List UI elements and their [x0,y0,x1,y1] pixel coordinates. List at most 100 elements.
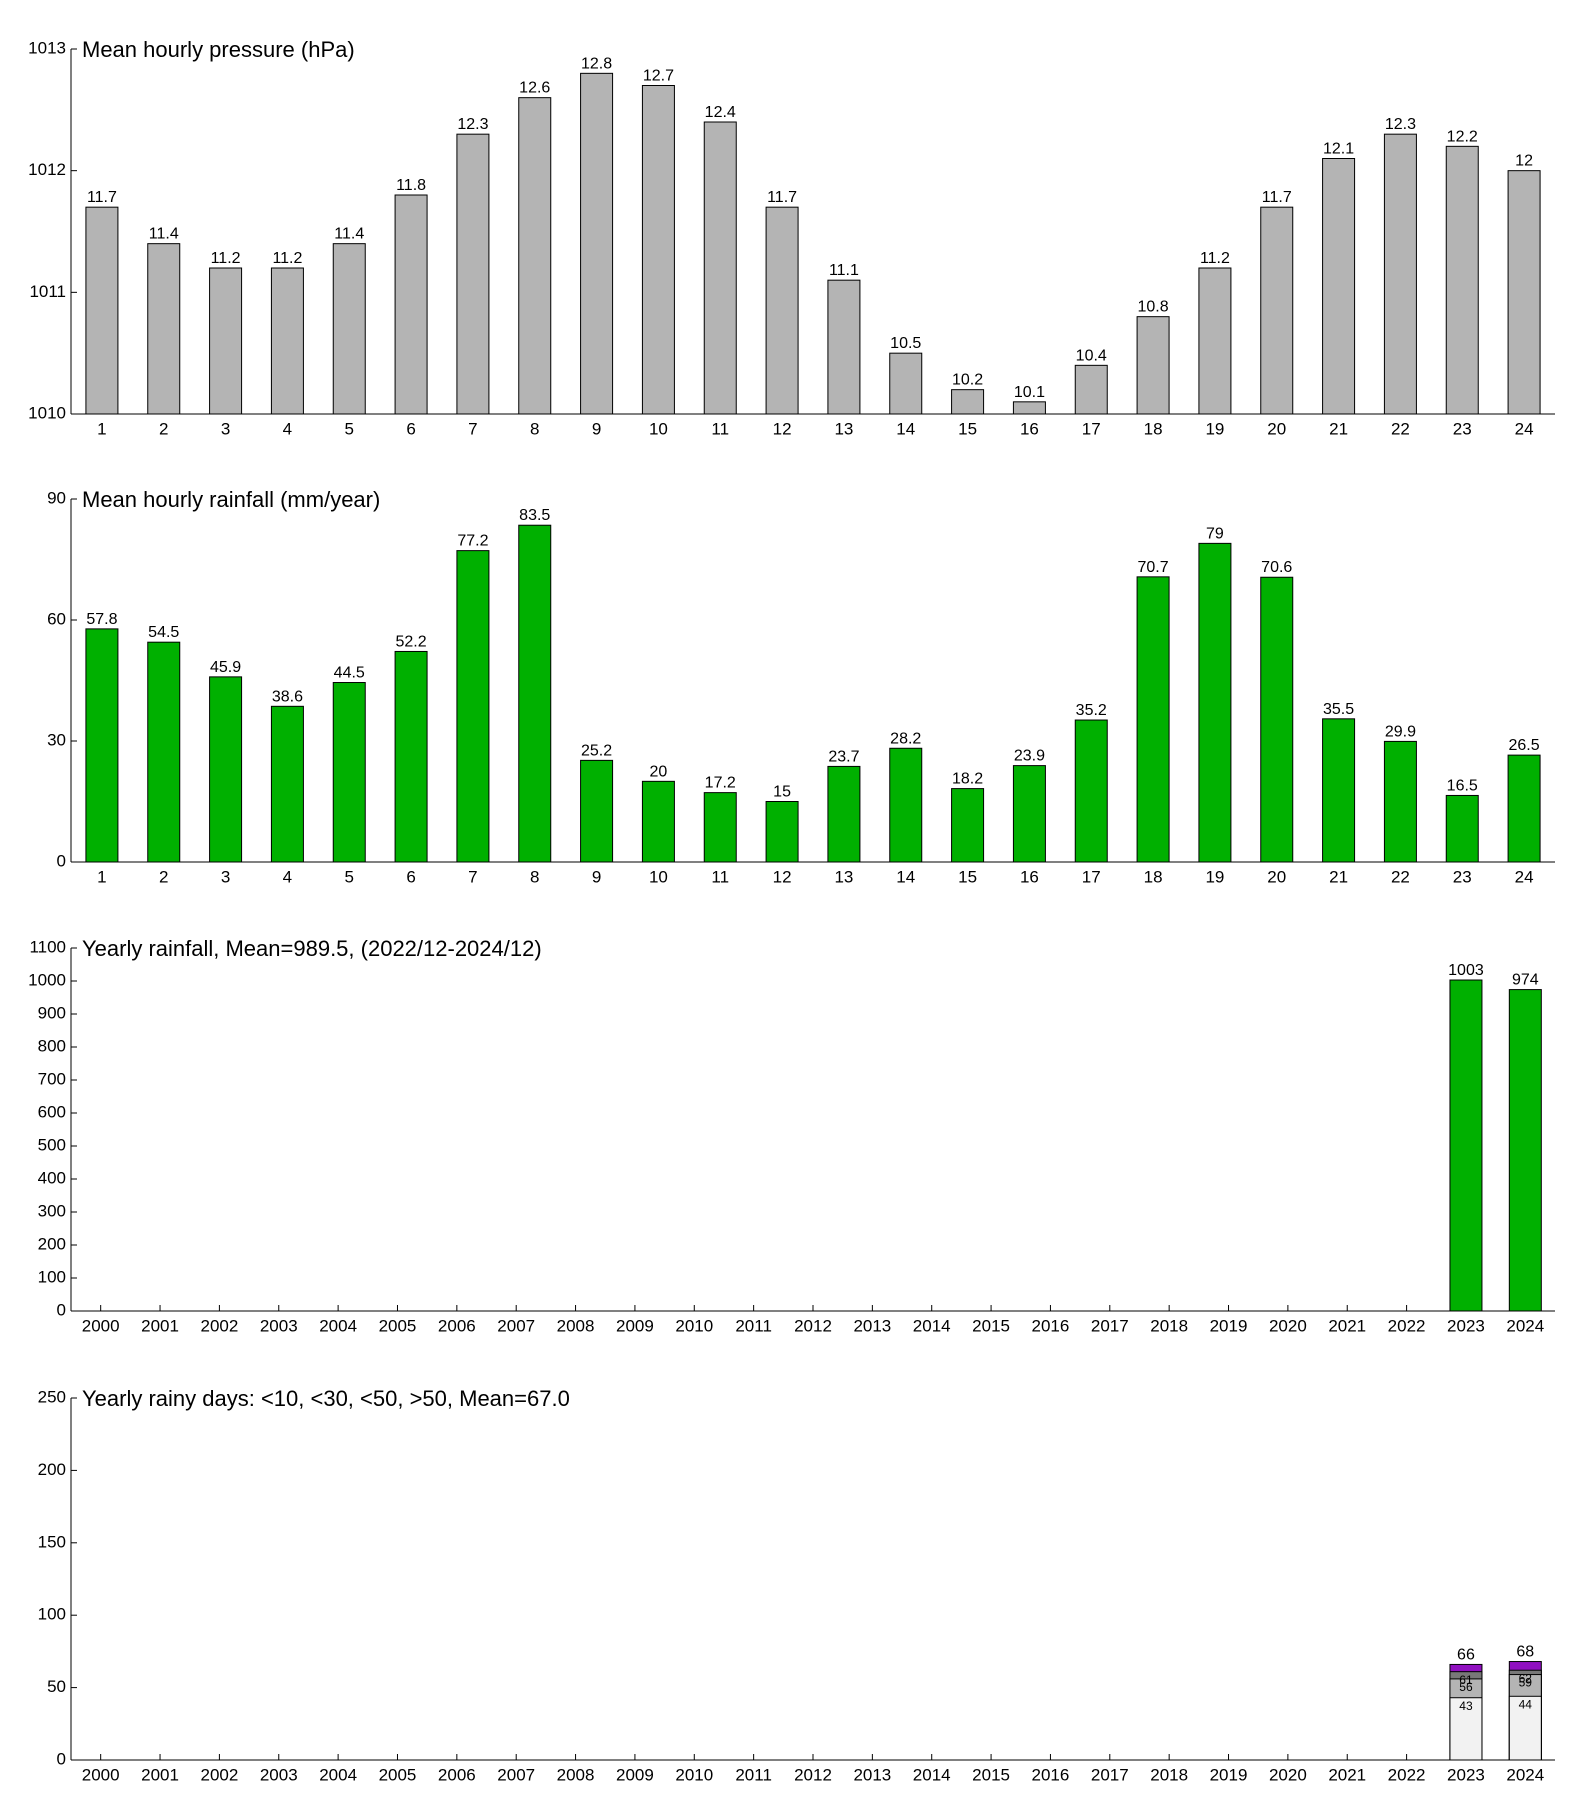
y-tick-label: 30 [47,730,66,749]
x-tick-label: 22 [1391,867,1410,886]
x-tick-label: 22 [1391,419,1410,438]
x-tick-label: 18 [1144,867,1163,886]
x-tick-label: 2017 [1091,1316,1129,1335]
x-tick-label: 23 [1453,419,1472,438]
value-label: 23.9 [1014,748,1045,765]
x-tick-label: 15 [958,419,977,438]
x-tick-label: 8 [530,419,539,438]
value-label: 12.6 [519,80,550,97]
y-tick-label: 900 [38,1003,66,1022]
value-label: 10.8 [1138,299,1169,316]
x-tick-label: 2006 [438,1316,476,1335]
x-tick-label: 2023 [1447,1765,1485,1784]
x-tick-label: 2019 [1210,1765,1248,1784]
x-tick-label: 13 [834,867,853,886]
bar [1198,267,1232,415]
bar [1383,740,1417,863]
x-tick-label: 14 [896,867,915,886]
bar [85,206,119,415]
x-tick-label: 2016 [1032,1765,1070,1784]
y-tick-label: 400 [38,1168,66,1187]
chart-title: Yearly rainfall, Mean=989.5, (2022/12-20… [82,936,542,961]
bar [332,682,366,863]
x-tick-label: 2 [159,419,168,438]
value-label: 17.2 [705,775,736,792]
x-tick-label: 2002 [200,1765,238,1784]
x-tick-label: 13 [834,419,853,438]
bar [1445,794,1479,863]
x-tick-label: 5 [345,867,354,886]
x-tick-label: 1 [97,419,106,438]
value-label: 11.2 [272,250,302,267]
x-tick-label: 2011 [735,1316,772,1335]
x-tick-label: 2023 [1447,1316,1485,1335]
value-label: 11.8 [396,177,426,194]
x-tick-label: 2005 [379,1765,417,1784]
x-tick-label: 2011 [735,1765,772,1784]
x-tick-label: 5 [345,419,354,438]
value-label: 83.5 [519,507,550,524]
x-tick-label: 2007 [497,1316,535,1335]
bar [270,705,304,863]
bar [1012,401,1046,415]
bar [518,97,552,415]
y-tick-label: 1012 [28,160,66,179]
bar [1198,542,1232,863]
value-label: 56 [1459,1680,1473,1694]
x-tick-label: 3 [221,867,230,886]
x-tick-label: 11 [711,419,729,438]
x-tick-label: 9 [592,867,601,886]
x-tick-label: 2008 [557,1765,595,1784]
x-tick-label: 2013 [853,1316,891,1335]
x-tick-label: 1 [97,867,106,886]
x-tick-label: 2004 [319,1316,357,1335]
y-tick-label: 0 [57,851,66,870]
x-tick-label: 16 [1020,419,1039,438]
x-tick-label: 3 [221,419,230,438]
x-tick-label: 2003 [260,1316,298,1335]
bar [209,676,243,863]
x-tick-label: 16 [1020,867,1039,886]
x-tick-label: 2012 [794,1316,832,1335]
bar [951,788,985,863]
x-tick-label: 15 [958,867,977,886]
value-label: 79 [1206,525,1224,542]
bar [1074,364,1108,415]
x-tick-label: 24 [1515,419,1534,438]
bar [209,267,243,415]
x-tick-label: 2020 [1269,1765,1307,1784]
x-tick-label: 2015 [972,1316,1010,1335]
x-tick-label: 11 [711,867,729,886]
y-tick-label: 300 [38,1201,66,1220]
x-tick-label: 4 [283,419,292,438]
value-label: 12 [1515,153,1533,170]
value-label: 70.6 [1261,559,1292,576]
x-tick-label: 7 [468,867,477,886]
x-tick-label: 2018 [1150,1765,1188,1784]
bar [1012,765,1046,863]
value-label: 25.2 [581,742,612,759]
value-label: 35.2 [1076,702,1107,719]
value-label: 10.2 [952,372,983,389]
bar [85,628,119,863]
x-tick-label: 21 [1329,867,1348,886]
x-tick-label: 2000 [82,1316,120,1335]
bar [827,765,861,863]
value-label: 44.5 [334,665,365,682]
x-tick-label: 8 [530,867,539,886]
x-tick-label: 2019 [1210,1316,1248,1335]
value-label: 12.4 [705,104,736,121]
bar [1445,145,1479,415]
value-label: 11.7 [1262,189,1292,206]
value-label: 11.1 [829,262,859,279]
x-tick-label: 2024 [1506,1316,1544,1335]
value-label: 15 [773,784,791,801]
x-tick-label: 2001 [141,1316,179,1335]
bar [1136,576,1170,863]
x-tick-label: 21 [1329,419,1348,438]
x-tick-label: 2007 [497,1765,535,1784]
x-tick-label: 2009 [616,1765,654,1784]
y-tick-label: 700 [38,1069,66,1088]
bar [1322,718,1356,863]
